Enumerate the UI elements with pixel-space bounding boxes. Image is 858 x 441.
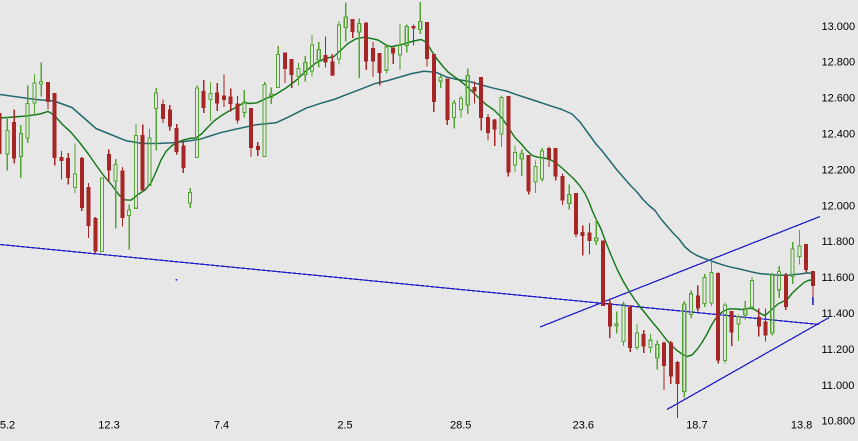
svg-text:12.200: 12.200	[822, 164, 856, 176]
svg-text:13.000: 13.000	[822, 21, 856, 33]
svg-text:11.800: 11.800	[822, 236, 855, 248]
svg-text:11.600: 11.600	[822, 272, 855, 284]
svg-text:11.000: 11.000	[822, 380, 855, 392]
svg-text:28.5: 28.5	[450, 420, 471, 432]
svg-text:18.7: 18.7	[686, 420, 707, 432]
svg-text:2.5: 2.5	[337, 420, 352, 432]
svg-text:12.3: 12.3	[98, 420, 119, 432]
svg-text:7.4: 7.4	[214, 420, 229, 432]
svg-text:12.800: 12.800	[822, 57, 856, 69]
svg-text:11.400: 11.400	[822, 308, 855, 320]
svg-text:23.6: 23.6	[573, 420, 594, 432]
svg-text:5.2: 5.2	[0, 420, 15, 432]
svg-text:12.400: 12.400	[822, 129, 856, 141]
svg-text:13.8: 13.8	[791, 420, 812, 432]
svg-text:11.200: 11.200	[822, 344, 855, 356]
svg-text:12.600: 12.600	[822, 93, 856, 105]
svg-text:12.000: 12.000	[822, 200, 856, 212]
svg-text:10.800: 10.800	[822, 416, 856, 428]
